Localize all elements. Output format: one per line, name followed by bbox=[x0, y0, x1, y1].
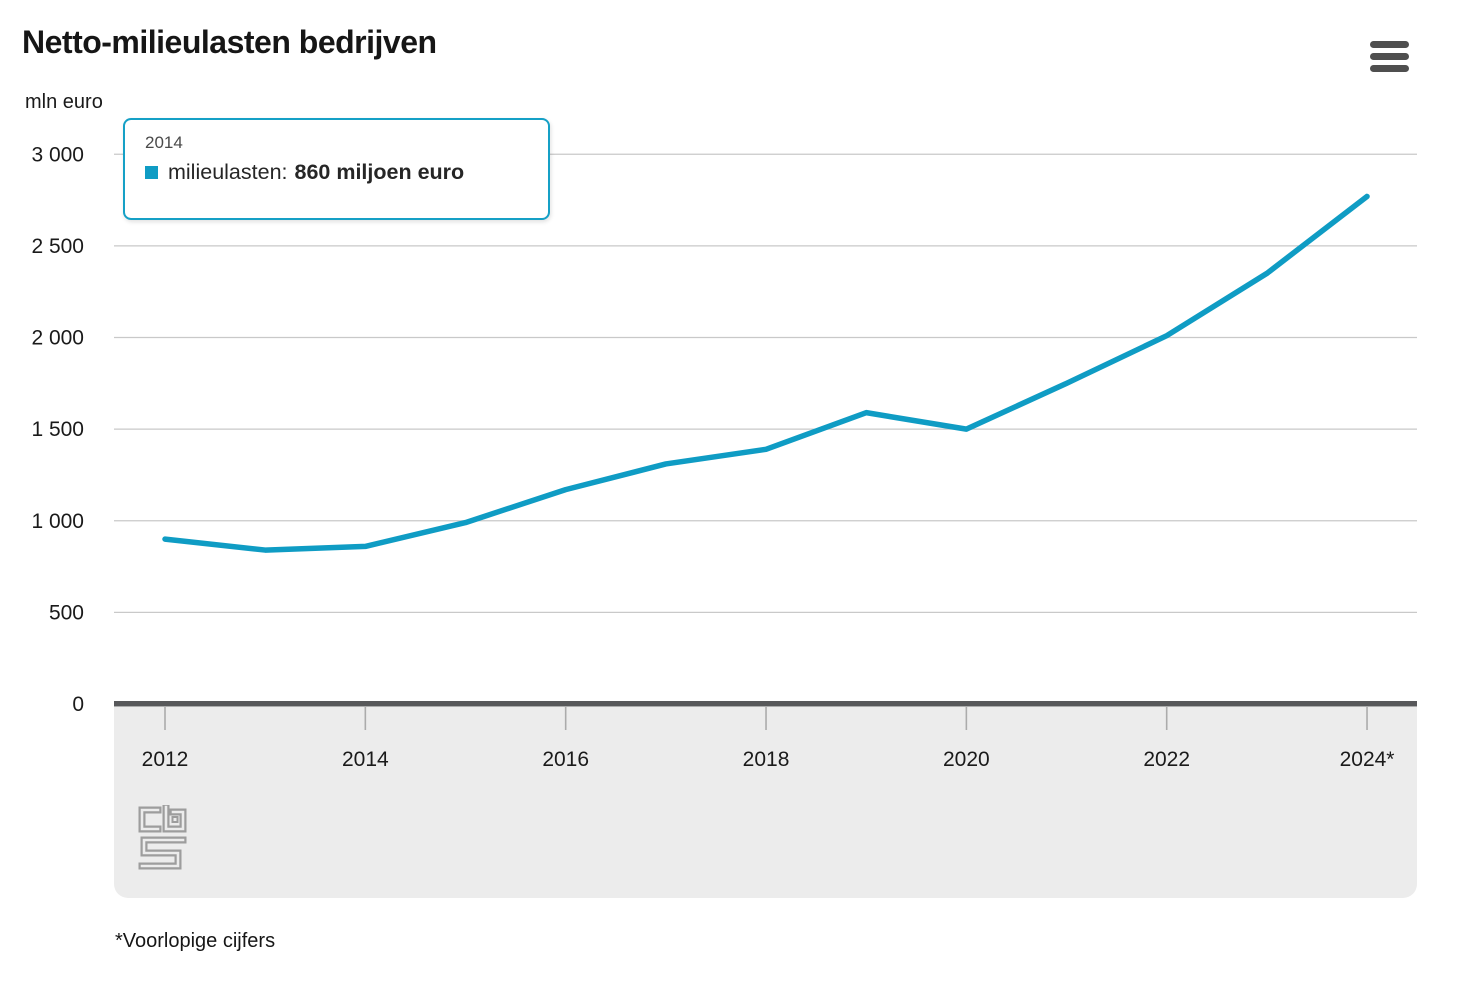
y-tick-label: 0 bbox=[72, 693, 84, 716]
y-tick-label: 2 000 bbox=[31, 327, 84, 350]
y-tick-label: 3 000 bbox=[31, 143, 84, 166]
tooltip-year: 2014 bbox=[145, 133, 183, 152]
x-tick-label: 2018 bbox=[743, 748, 790, 771]
x-tick-label: 2016 bbox=[542, 748, 589, 771]
menu-bar bbox=[1370, 52, 1409, 60]
data-line-milieulasten[interactable] bbox=[162, 193, 1370, 553]
page-title: Netto-milieulasten bedrijven bbox=[22, 24, 437, 60]
y-tick-label: 500 bbox=[49, 601, 84, 624]
x-axis-band bbox=[114, 707, 1417, 898]
chart-tooltip: 2014 milieulasten: 860 miljoen euro bbox=[123, 118, 550, 220]
menu-bar bbox=[1370, 40, 1409, 48]
y-tick-label: 1 000 bbox=[31, 510, 84, 533]
x-tick-label: 2014 bbox=[342, 748, 389, 771]
y-axis-unit-label: mln euro bbox=[25, 91, 103, 113]
series-color-swatch bbox=[145, 166, 158, 179]
x-tick-label: 2012 bbox=[142, 748, 189, 771]
y-tick-label: 2 500 bbox=[31, 235, 84, 258]
footnote: *Voorlopige cijfers bbox=[115, 930, 276, 952]
tooltip-series-label: milieulasten: bbox=[168, 160, 288, 184]
x-axis-line bbox=[114, 701, 1417, 707]
cbs-logo bbox=[138, 805, 187, 870]
menu-bar bbox=[1370, 64, 1409, 72]
x-tick-label: 2022 bbox=[1143, 748, 1190, 771]
x-tick-label: 2020 bbox=[943, 748, 990, 771]
tooltip-value: 860 miljoen euro bbox=[294, 160, 465, 184]
y-tick-label: 1 500 bbox=[31, 418, 84, 441]
hamburger-menu-icon[interactable] bbox=[1370, 36, 1416, 76]
tooltip-row: milieulasten: 860 miljoen euro bbox=[145, 160, 528, 185]
x-tick-label: 2024* bbox=[1340, 748, 1395, 771]
